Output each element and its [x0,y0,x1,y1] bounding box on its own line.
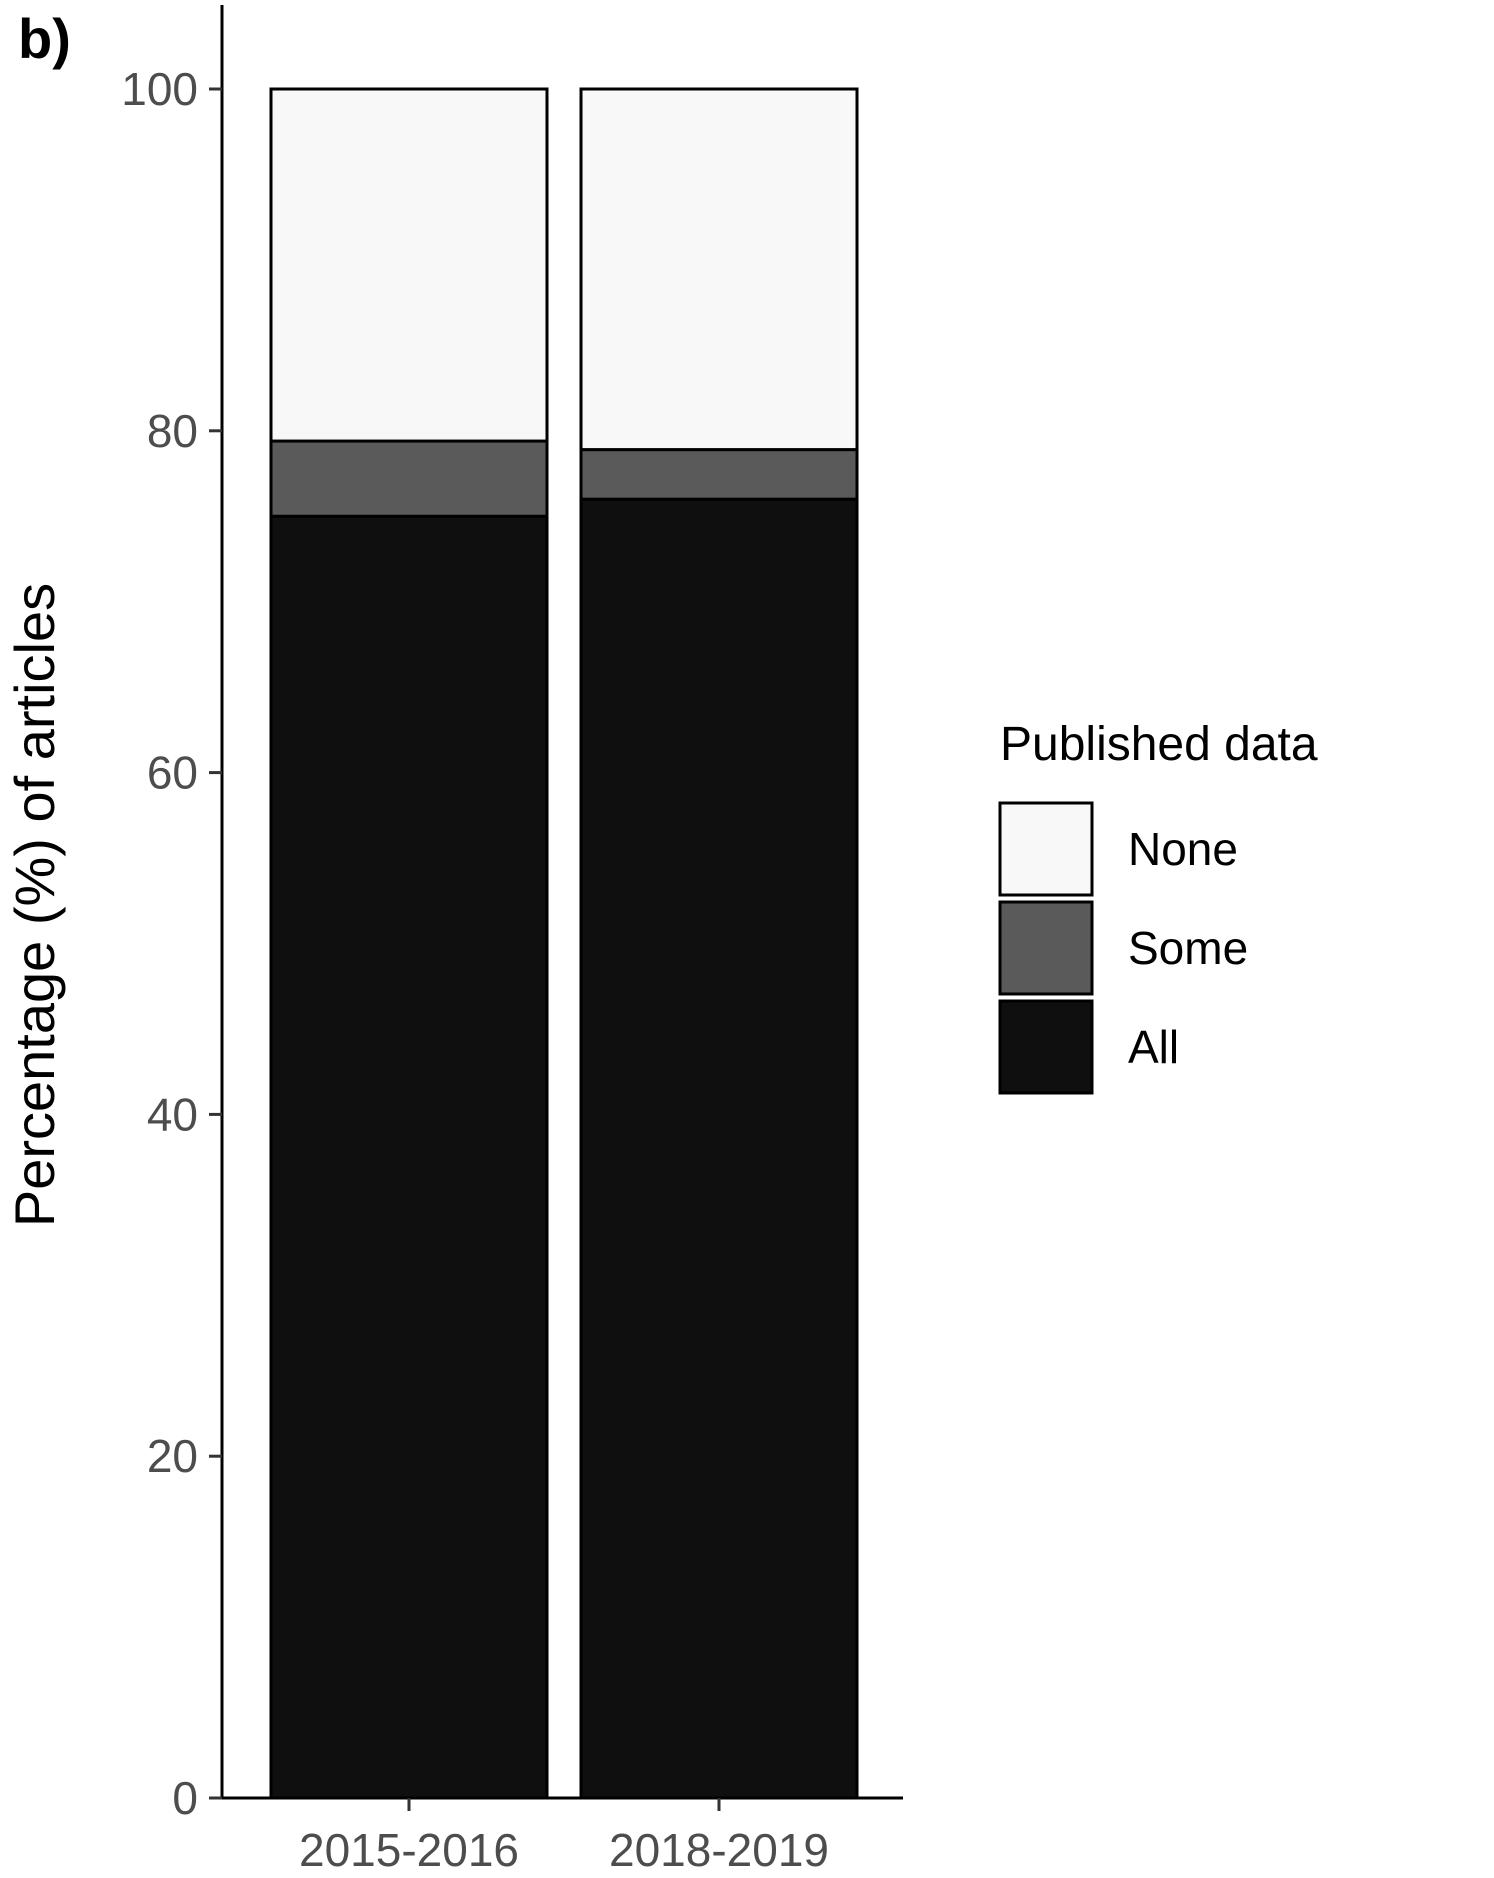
y-ticks: 0 20 40 60 80 100 [121,63,222,1824]
bar-none-2015-2016 [269,87,549,443]
legend-label-all: All [1128,1021,1179,1073]
y-tick-label: 0 [172,1772,198,1824]
y-tick-label: 80 [147,405,198,457]
x-tick-label: 2015-2016 [299,1824,519,1873]
legend: Published data None Some All [998,718,1318,1095]
legend-key-all [998,999,1094,1095]
legend-key-some [998,900,1094,996]
legend-title: Published data [1000,718,1318,771]
legend-label-none: None [1128,823,1238,875]
bar-all-2018-2019 [579,497,859,1800]
x-ticks: 2015-2016 2018-2019 [299,1798,829,1876]
panel-label: b) [18,7,71,70]
y-tick-label: 20 [147,1430,198,1482]
bar-none-2018-2019 [579,87,859,452]
bars [269,87,859,1800]
bar-all-2015-2016 [269,514,549,1800]
bar-some-2015-2016 [269,439,549,518]
axes [220,5,903,1800]
y-tick-label: 60 [147,747,198,799]
bar-some-2018-2019 [579,448,859,501]
x-tick-label: 2018-2019 [609,1824,829,1873]
y-tick-label: 40 [147,1088,198,1140]
y-tick-label: 100 [121,63,198,115]
legend-label-some: Some [1128,922,1248,974]
legend-key-none [998,801,1094,897]
y-axis-label: Percentage (%) of articles [3,583,66,1227]
legend-items: None Some All [998,801,1248,1095]
